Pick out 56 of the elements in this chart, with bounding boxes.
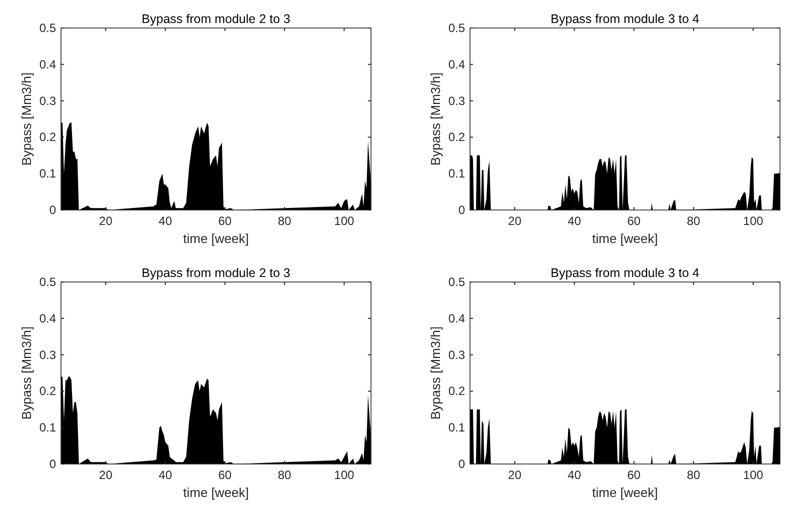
y-tick-label: 0.4 <box>448 311 466 326</box>
x-tick-label: 60 <box>627 468 641 482</box>
y-tick-label: 0.3 <box>39 348 56 362</box>
y-tick-label: 0.4 <box>39 311 56 326</box>
x-tick-label: 80 <box>686 214 701 228</box>
y-tick-label: 0 <box>458 457 466 471</box>
x-tick-label: 100 <box>743 214 764 228</box>
x-tick-label: 80 <box>686 468 701 482</box>
y-tick-label: 0.5 <box>448 21 466 35</box>
x-tick-label: 60 <box>627 214 641 228</box>
y-tick-label: 0.1 <box>39 420 56 435</box>
x-tick-label: 20 <box>99 214 113 228</box>
y-axis-title: Bypass [Mm3/h] <box>19 326 34 420</box>
x-axis-title: time [week] <box>183 231 249 246</box>
x-tick-label: 40 <box>158 468 172 482</box>
x-tick-label: 20 <box>508 468 522 482</box>
chart-title: Bypass from module 3 to 4 <box>550 12 700 26</box>
x-tick-label: 60 <box>218 214 232 228</box>
y-tick-label: 0 <box>49 203 56 217</box>
x-tick-label: 20 <box>99 468 113 482</box>
y-tick-label: 0.2 <box>39 130 56 144</box>
y-tick-label: 0.1 <box>39 166 56 181</box>
x-tick-label: 40 <box>158 214 172 228</box>
x-tick-label: 40 <box>568 468 582 482</box>
y-tick-label: 0.5 <box>448 275 466 289</box>
y-tick-label: 0.4 <box>448 57 466 72</box>
x-axis-title: time [week] <box>183 485 249 500</box>
x-tick-label: 100 <box>743 468 764 482</box>
x-tick-label: 80 <box>278 468 292 482</box>
y-tick-label: 0 <box>49 457 56 471</box>
x-axis-title: time [week] <box>592 485 658 500</box>
x-tick-label: 80 <box>278 214 292 228</box>
x-tick-label: 100 <box>334 468 355 482</box>
y-tick-label: 0.5 <box>39 275 56 289</box>
y-tick-label: 0.2 <box>448 384 466 398</box>
y-tick-label: 0.5 <box>39 21 56 35</box>
x-tick-label: 60 <box>218 468 232 482</box>
chart-title: Bypass from module 2 to 3 <box>142 266 290 280</box>
y-axis-title: Bypass [Mm3/h] <box>19 72 34 166</box>
y-tick-label: 0.4 <box>39 57 56 72</box>
y-tick-label: 0.3 <box>39 94 56 108</box>
chart-title: Bypass from module 2 to 3 <box>142 12 290 26</box>
y-axis-title: Bypass [Mm3/h] <box>428 326 443 420</box>
y-tick-label: 0.2 <box>448 130 466 144</box>
y-tick-label: 0.1 <box>448 166 466 181</box>
y-tick-label: 0.3 <box>448 94 466 108</box>
y-axis-title: Bypass [Mm3/h] <box>428 72 443 166</box>
y-tick-label: 0 <box>458 203 466 217</box>
y-tick-label: 0.1 <box>448 420 466 435</box>
y-tick-label: 0.2 <box>39 384 56 398</box>
x-tick-label: 20 <box>508 214 522 228</box>
chart-title: Bypass from module 3 to 4 <box>550 266 700 280</box>
x-axis-title: time [week] <box>592 231 658 246</box>
y-tick-label: 0.3 <box>448 348 466 362</box>
x-tick-label: 100 <box>334 214 355 228</box>
x-tick-label: 40 <box>568 214 582 228</box>
